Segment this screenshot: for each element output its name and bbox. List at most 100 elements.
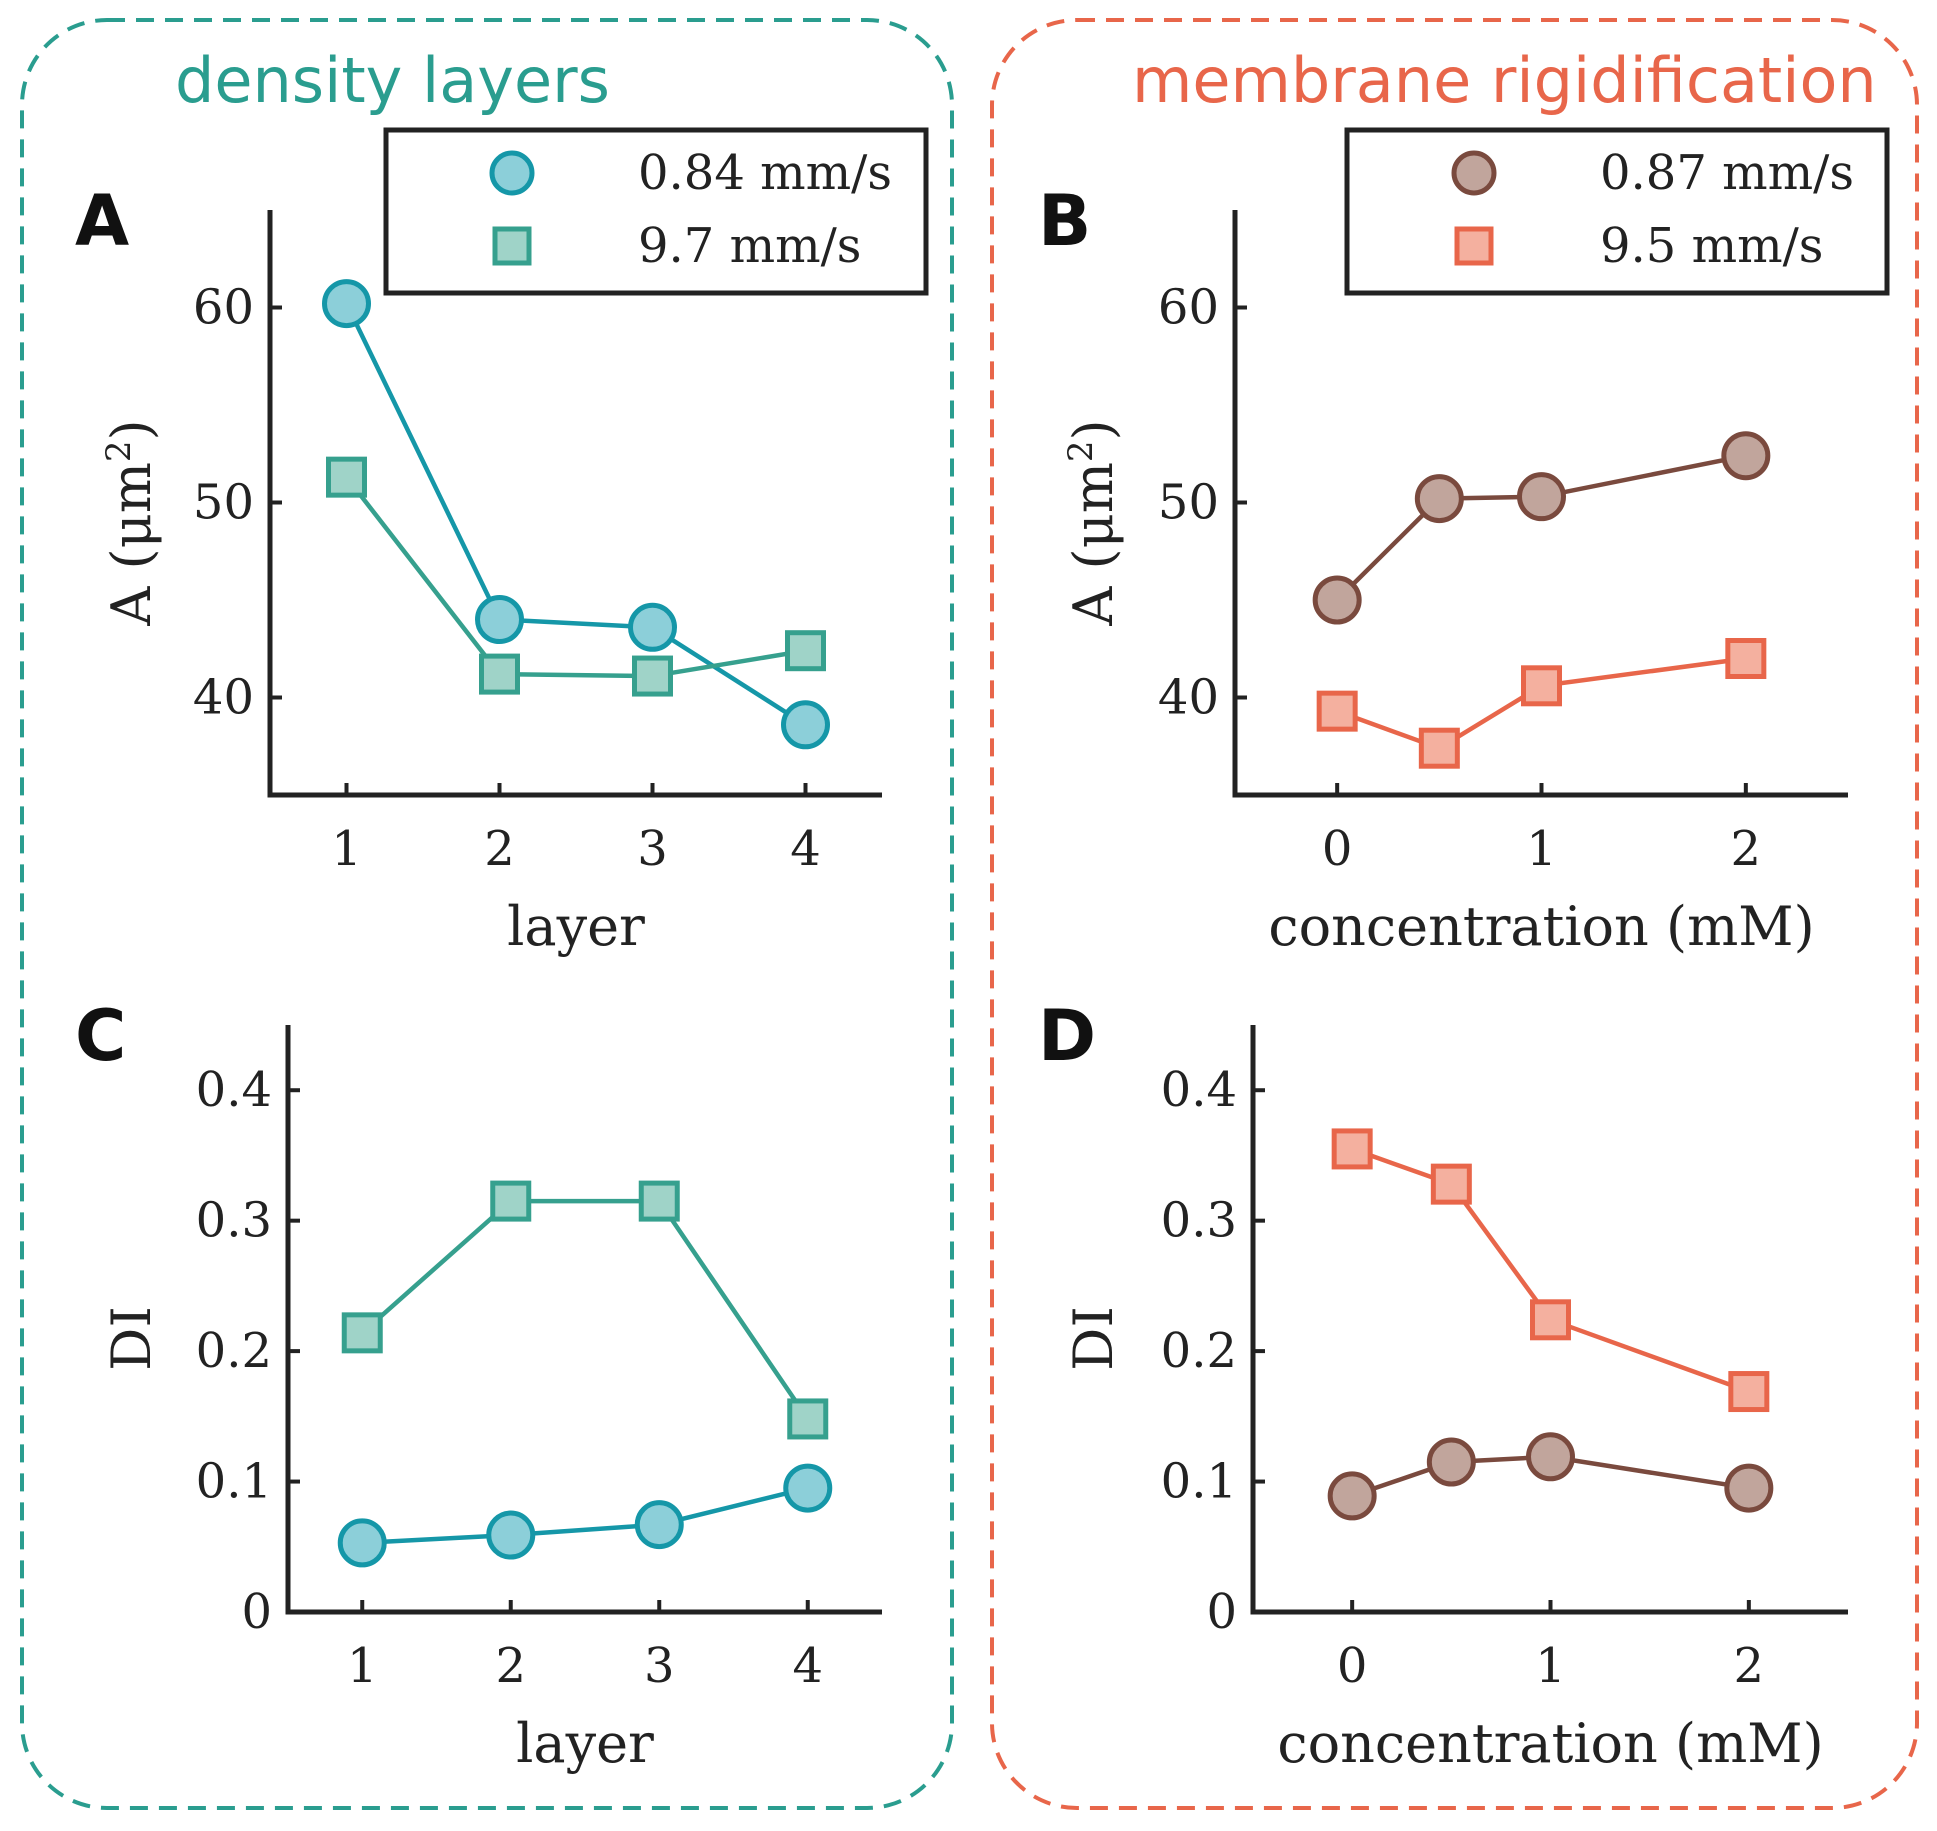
group-box-membrane-rigidification xyxy=(990,18,1919,1810)
data-point-square xyxy=(1728,1371,1770,1413)
x-tick-label: 1 xyxy=(347,1638,378,1694)
y-axis-label: A (μm2) xyxy=(99,419,163,626)
legend-box xyxy=(1344,127,1890,296)
legend-density-layers: 0.84 mm/s 9.7 mm/s xyxy=(383,127,929,296)
x-tick-label: 3 xyxy=(644,1638,675,1694)
y-tick-label: 0.4 xyxy=(196,1062,272,1118)
data-point-square xyxy=(787,1398,829,1440)
data-point-square xyxy=(632,655,673,697)
panel-letter-a: A xyxy=(75,180,129,262)
axes-frame xyxy=(267,210,882,798)
legend-label-9-7: 9.7 mm/s xyxy=(638,218,861,274)
series-line xyxy=(1351,1146,1750,1394)
data-point-circle xyxy=(1414,474,1464,524)
y-tick-label: 60 xyxy=(1158,280,1219,336)
y-tick-label: 0.2 xyxy=(196,1323,272,1379)
panel-letter-d: D xyxy=(1038,995,1096,1077)
y-tick-label: 0 xyxy=(1206,1584,1237,1640)
x-axis-label: concentration (mM) xyxy=(1268,895,1814,958)
data-point-circle xyxy=(1517,472,1566,522)
x-axis-label: layer xyxy=(507,895,645,958)
data-point-circle xyxy=(337,1518,387,1568)
x-tick-label: 0 xyxy=(1337,1638,1368,1694)
chart-panel-c: 0 0.1 0.2 0.3 0.4 1 2 3 4 layer DI xyxy=(100,1025,882,1775)
legend-membrane-rigidification: 0.87 mm/s 9.5 mm/s xyxy=(1344,127,1890,296)
chart-panel-d: 0 0.1 0.2 0.3 0.4 0 1 2 concentration (mM) DI xyxy=(1062,1025,1848,1775)
data-point-square xyxy=(341,1312,383,1354)
data-point-circle xyxy=(634,1500,684,1550)
y-axis-label: DI xyxy=(1062,1306,1125,1371)
group-title-membrane-rigidification: membrane rigidification xyxy=(1132,44,1877,117)
legend-marker-square xyxy=(492,226,532,266)
y-tick-label: 40 xyxy=(1158,670,1219,726)
series-line xyxy=(344,302,807,727)
legend-box xyxy=(383,127,929,296)
series-line xyxy=(344,475,806,679)
data-point-circle xyxy=(628,602,677,652)
y-tick-label: 50 xyxy=(1158,475,1219,531)
x-tick-label: 1 xyxy=(1535,1638,1566,1694)
y-tick-label: 0.3 xyxy=(1161,1193,1237,1249)
chart-panel-a: 40 50 60 1 2 3 4 layer A (μm2) xyxy=(99,210,882,958)
x-tick-label: 4 xyxy=(790,821,821,877)
legend-marker-square xyxy=(1454,226,1494,266)
y-tick-label: 0.2 xyxy=(1161,1323,1237,1379)
legend-label-0-84: 0.84 mm/s xyxy=(638,145,892,201)
data-point-circle xyxy=(475,595,524,644)
series-line xyxy=(1336,656,1747,751)
data-point-circle xyxy=(781,700,830,750)
series-line xyxy=(362,1485,809,1546)
panel-letter-b: B xyxy=(1038,180,1091,262)
series-line xyxy=(360,1198,810,1421)
data-point-circle xyxy=(322,279,371,329)
data-point-square xyxy=(1521,665,1562,707)
x-tick-label: 2 xyxy=(1731,821,1762,877)
panel-letter-c: C xyxy=(75,995,126,1077)
y-tick-label: 40 xyxy=(193,670,254,726)
data-point-square xyxy=(1316,690,1358,732)
data-point-square xyxy=(785,630,826,672)
y-tick-label: 50 xyxy=(193,475,254,531)
y-axis-label: DI xyxy=(100,1306,163,1371)
data-point-circle xyxy=(1724,1463,1774,1513)
y-tick-label: 0.3 xyxy=(196,1193,272,1249)
legend-marker-circle xyxy=(1451,150,1497,196)
x-axis-label: concentration (mM) xyxy=(1277,1712,1823,1775)
axes-frame xyxy=(1232,210,1848,798)
x-tick-label: 1 xyxy=(331,821,362,877)
data-point-square xyxy=(1331,1128,1373,1170)
data-point-circle xyxy=(1721,431,1771,481)
y-tick-label: 0.1 xyxy=(196,1454,272,1510)
x-tick-label: 4 xyxy=(792,1638,823,1694)
group-box-density-layers xyxy=(20,18,954,1810)
y-tick-label: 0 xyxy=(241,1584,272,1640)
data-point-circle xyxy=(1327,1471,1377,1521)
data-point-square xyxy=(1418,727,1460,769)
data-point-circle xyxy=(1526,1432,1575,1482)
x-tick-label: 0 xyxy=(1322,821,1353,877)
data-point-square xyxy=(1725,638,1767,679)
data-point-square xyxy=(1430,1163,1472,1205)
legend-label-9-5: 9.5 mm/s xyxy=(1600,218,1823,274)
data-point-square xyxy=(1530,1299,1571,1341)
x-tick-label: 2 xyxy=(484,821,515,877)
data-point-circle xyxy=(783,1463,833,1513)
data-point-square xyxy=(326,456,367,498)
group-title-density-layers: density layers xyxy=(175,44,610,117)
legend-marker-circle xyxy=(489,150,535,196)
x-tick-label: 2 xyxy=(495,1638,526,1694)
x-tick-label: 2 xyxy=(1734,1638,1765,1694)
x-axis-label: layer xyxy=(516,1712,654,1775)
chart-panel-b: 40 50 60 0 1 2 concentration (mM) A (μm2) xyxy=(1061,210,1848,958)
data-point-square xyxy=(479,653,520,695)
series-line xyxy=(1351,1454,1750,1499)
x-tick-label: 3 xyxy=(637,821,668,877)
y-axis-label: A (μm2) xyxy=(1061,419,1125,626)
y-tick-label: 0.4 xyxy=(1161,1062,1237,1118)
data-point-circle xyxy=(1426,1437,1476,1487)
y-tick-label: 0.1 xyxy=(1161,1454,1237,1510)
data-point-circle xyxy=(486,1510,536,1560)
series-line xyxy=(1335,453,1747,602)
